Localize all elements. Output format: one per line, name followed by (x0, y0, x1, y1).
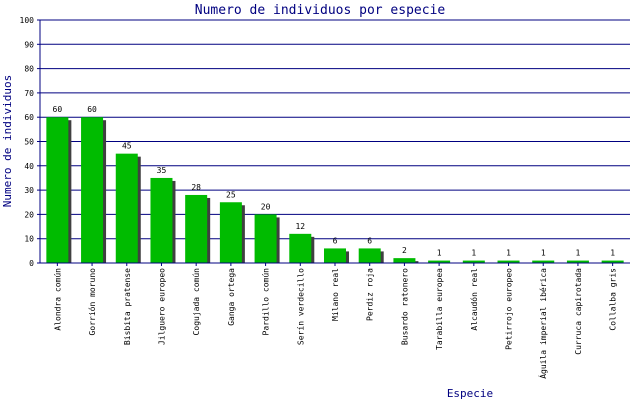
data-label: 28 (191, 183, 201, 192)
bar (185, 194, 208, 263)
bar (115, 153, 138, 263)
y-tick-label: 100 (20, 16, 35, 25)
x-tick-label: Águila imperial ibérica (537, 268, 548, 379)
x-tick-label: Alcaudón real (469, 268, 479, 331)
data-label: 60 (87, 105, 97, 114)
data-label: 1 (541, 249, 546, 258)
bar (46, 117, 69, 263)
x-tick-label: Cogujada común (192, 268, 201, 336)
x-tick-label: Serín verdecillo (296, 268, 305, 345)
data-label: 1 (610, 249, 615, 258)
x-tick-label: Busardo ratonero (400, 268, 409, 345)
y-tick-label: 40 (24, 162, 34, 171)
bars (46, 117, 624, 263)
data-label: 6 (333, 236, 338, 245)
bar (566, 260, 589, 263)
bar (428, 260, 451, 263)
y-tick-label: 70 (24, 89, 34, 98)
y-axis-ticks: 0 10 20 30 40 50 60 70 80 90 100 (20, 16, 40, 268)
x-tick-label: Alondra común (53, 268, 62, 331)
x-tick-label: Perdiz roja (366, 268, 375, 321)
bar (289, 233, 312, 263)
y-tick-label: 10 (24, 235, 34, 244)
x-tick-label: Milano real (331, 268, 340, 321)
data-label: 6 (367, 236, 372, 245)
x-axis-ticks: Alondra común Gorrión moruno Bisbita prate… (53, 263, 618, 379)
data-label: 60 (53, 105, 63, 114)
x-tick-label: Bisbita pratense (123, 268, 132, 345)
x-tick-label: Tarabilla europea (435, 268, 444, 350)
y-tick-label: 20 (24, 210, 34, 219)
y-tick-label: 30 (24, 186, 34, 195)
data-labels: 60 60 45 35 28 25 20 12 6 6 2 1 1 1 1 1 1 (53, 105, 616, 257)
x-tick-label: Ganga ortega (227, 268, 236, 326)
x-tick-label: Jilguero europeo (157, 268, 166, 345)
data-label: 1 (437, 249, 442, 258)
y-tick-label: 0 (29, 259, 34, 268)
x-tick-label: Petirrojo europeo (505, 268, 514, 350)
chart-title: Numero de individuos por especie (195, 3, 446, 18)
bar (393, 258, 416, 263)
data-label: 2 (402, 246, 407, 255)
bar (219, 202, 242, 263)
data-label: 1 (576, 249, 581, 258)
y-axis-title: Numero de individuos (1, 75, 14, 207)
bar (254, 214, 277, 263)
x-tick-label: Gorrión moruno (87, 268, 97, 336)
data-label: 1 (506, 249, 511, 258)
bar (81, 117, 104, 263)
y-tick-label: 90 (24, 40, 34, 49)
bar (497, 260, 520, 263)
bar (532, 260, 555, 263)
data-label: 20 (261, 202, 271, 211)
x-tick-label: Collalba gris (609, 268, 618, 331)
x-tick-label: Pardillo común (262, 268, 271, 336)
y-tick-label: 80 (24, 65, 34, 74)
bar (358, 248, 381, 263)
bar (601, 260, 624, 263)
bar (462, 260, 485, 263)
bar (324, 248, 346, 263)
y-tick-label: 60 (24, 113, 34, 122)
data-label: 25 (226, 190, 236, 199)
data-label: 45 (122, 142, 132, 151)
x-tick-label: Curruca capirotada (574, 268, 583, 355)
data-label: 35 (157, 166, 167, 175)
y-tick-label: 50 (24, 138, 34, 147)
data-label: 1 (471, 249, 476, 258)
bar (150, 177, 173, 263)
data-label: 12 (295, 222, 305, 231)
x-axis-title: Especie (447, 387, 493, 400)
